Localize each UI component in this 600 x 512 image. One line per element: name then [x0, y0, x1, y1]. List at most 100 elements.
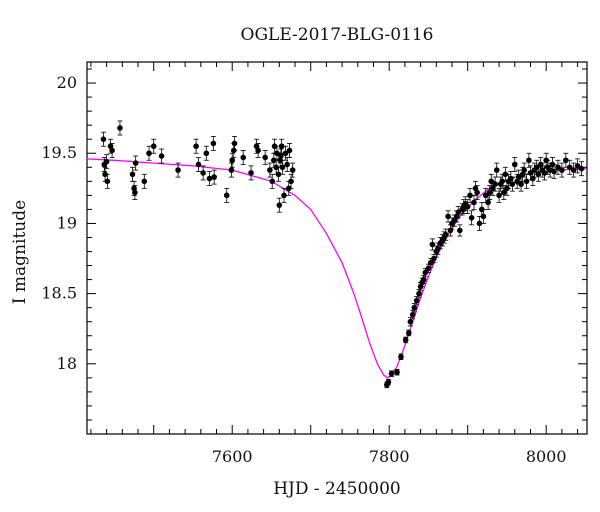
data-point: [211, 169, 217, 185]
data-marker: [511, 161, 518, 168]
data-marker: [104, 178, 111, 185]
data-marker: [413, 297, 420, 304]
data-point: [206, 171, 213, 186]
data-marker: [445, 213, 451, 220]
data-point: [240, 150, 247, 165]
data-point: [578, 161, 585, 177]
data-marker: [100, 136, 107, 143]
data-point: [150, 138, 157, 154]
data-marker: [486, 189, 493, 196]
data-point: [457, 224, 463, 237]
data-point: [559, 162, 565, 178]
data-marker: [103, 158, 110, 165]
data-point: [109, 143, 115, 158]
data-point: [574, 158, 581, 174]
data-marker: [555, 164, 561, 171]
data-point: [518, 176, 524, 192]
data-point: [117, 120, 123, 136]
data-point: [511, 157, 518, 172]
y-tick-label: 18.5: [41, 284, 77, 303]
data-point: [555, 159, 561, 175]
data-marker: [455, 209, 462, 216]
data-marker: [411, 304, 418, 311]
data-marker: [211, 174, 217, 180]
data-point: [442, 228, 449, 241]
data-point: [231, 135, 238, 151]
data-marker: [240, 154, 247, 161]
data-point: [158, 148, 165, 164]
data-point: [175, 162, 181, 178]
data-point: [104, 173, 111, 189]
model-curve: [86, 158, 588, 379]
data-marker: [496, 192, 502, 199]
data-point: [485, 194, 491, 210]
data-marker: [231, 140, 238, 147]
data-marker: [406, 330, 412, 336]
data-point: [195, 157, 202, 172]
data-marker: [117, 125, 123, 131]
data-marker: [279, 164, 286, 171]
data-marker: [467, 192, 473, 199]
data-marker: [407, 318, 414, 325]
data-marker: [141, 178, 148, 185]
data-point: [468, 210, 475, 226]
data-marker: [464, 203, 471, 210]
data-marker: [195, 161, 202, 168]
data-marker: [206, 175, 213, 182]
data-point: [200, 165, 206, 181]
data-point: [248, 165, 254, 181]
data-marker: [150, 143, 157, 150]
data-marker: [429, 241, 436, 248]
data-marker: [131, 185, 137, 192]
data-point: [394, 369, 400, 376]
data-point: [486, 185, 493, 200]
data-point: [500, 185, 507, 200]
data-marker: [193, 143, 199, 150]
data-marker: [262, 154, 268, 161]
data-marker: [563, 157, 569, 164]
data-point: [551, 164, 557, 179]
data-marker: [574, 163, 581, 169]
data-marker: [274, 150, 280, 157]
data-marker: [500, 189, 507, 196]
data-point: [229, 152, 236, 168]
y-tick-label: 19: [57, 213, 77, 232]
data-marker: [541, 170, 548, 176]
data-marker: [132, 189, 138, 196]
data-marker: [385, 379, 392, 385]
data-marker: [566, 164, 573, 171]
data-marker: [158, 153, 165, 159]
data-point: [526, 152, 532, 168]
data-marker: [248, 170, 254, 176]
data-marker: [132, 160, 139, 166]
data-point: [563, 152, 569, 168]
data-point: [455, 206, 462, 219]
data-point: [255, 143, 261, 158]
data-marker: [288, 178, 294, 185]
data-point: [509, 176, 516, 192]
data-marker: [229, 157, 236, 164]
data-point: [402, 336, 409, 344]
data-point: [146, 145, 152, 161]
data-point: [429, 238, 436, 251]
data-marker: [490, 185, 496, 192]
data-point: [281, 187, 287, 203]
data-point: [129, 166, 136, 182]
data-marker: [499, 178, 506, 185]
data-point: [100, 131, 107, 147]
y-tick-label: 20: [57, 73, 77, 92]
data-point: [474, 185, 480, 200]
data-point: [267, 162, 273, 178]
plot-area: 7600 7800 8000 18 18.5 19 19.5 20: [41, 61, 588, 466]
data-marker: [146, 150, 152, 157]
data-marker: [416, 290, 422, 297]
data-point: [416, 289, 422, 299]
x-axis-label: HJD - 2450000: [273, 479, 401, 499]
data-point: [427, 258, 434, 268]
data-marker: [420, 276, 427, 283]
data-marker: [442, 231, 449, 238]
data-marker: [282, 150, 289, 157]
model-curve-group: [86, 158, 588, 379]
data-marker: [200, 170, 206, 176]
data-marker: [509, 181, 516, 187]
